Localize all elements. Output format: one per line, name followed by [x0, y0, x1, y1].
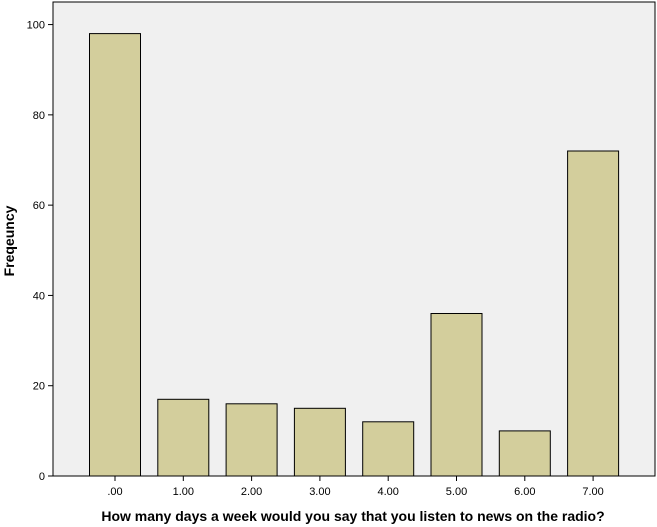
bar-2.00 — [225, 403, 278, 477]
x-axis-title: How many days a week would you say that … — [101, 508, 604, 524]
x-tick-label: .00 — [107, 486, 122, 498]
x-axis: .00 1.00 2.00 3.00 4.00 5.00 6.00 7.00 — [107, 476, 604, 498]
y-tick-label: 80 — [33, 110, 45, 122]
y-axis-title: Freqeuncy — [1, 205, 17, 276]
y-tick-label: 40 — [33, 290, 45, 302]
bar-5.00 — [430, 313, 483, 477]
bar-1.00 — [157, 398, 210, 477]
bar-.00 — [89, 33, 141, 477]
bar-3.00 — [293, 407, 346, 477]
x-tick-label: 4.00 — [377, 486, 398, 498]
y-tick-label: 20 — [33, 381, 45, 393]
bar-4.00 — [362, 421, 415, 477]
x-tick-label: 3.00 — [309, 486, 330, 498]
x-tick-label: 1.00 — [173, 486, 194, 498]
y-axis: 0 20 40 60 80 100 — [27, 20, 53, 483]
x-tick-label: 6.00 — [514, 486, 535, 498]
bar-7.00 — [567, 150, 620, 477]
y-tick-label: 60 — [33, 200, 45, 212]
x-tick-label: 5.00 — [446, 486, 467, 498]
y-tick-label: 100 — [27, 20, 45, 32]
x-tick-label: 7.00 — [582, 486, 603, 498]
x-tick-label: 2.00 — [241, 486, 262, 498]
plot-area — [52, 1, 656, 477]
y-tick-label: 0 — [39, 471, 45, 483]
bar-6.00 — [498, 430, 551, 477]
bars-group — [89, 33, 620, 477]
